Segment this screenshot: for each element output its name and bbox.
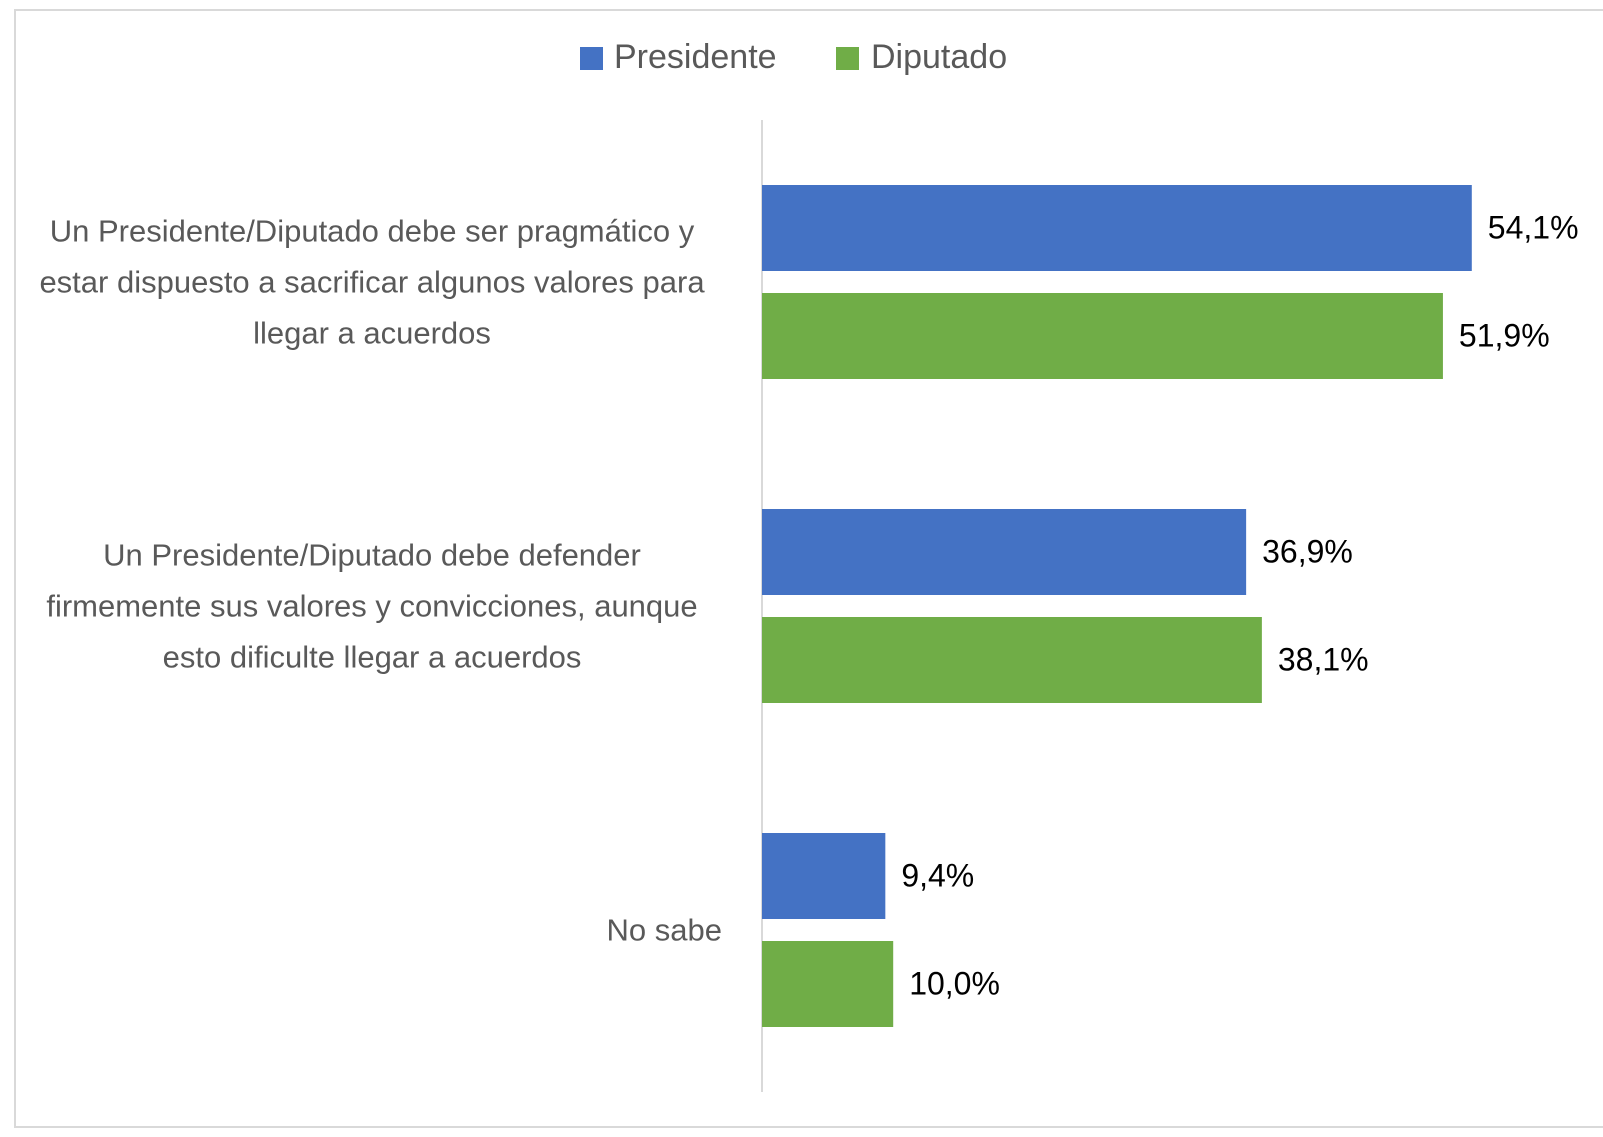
- category-label: Un Presidente/Diputado debe defender fir…: [46, 537, 698, 675]
- category-label-box: Un Presidente/Diputado debe defender fir…: [22, 530, 722, 683]
- value-label: 38,1%: [1278, 641, 1369, 677]
- bar: [762, 833, 886, 919]
- category-label-box: Un Presidente/Diputado debe ser pragmáti…: [22, 206, 722, 359]
- value-label: 10,0%: [909, 965, 1000, 1001]
- legend-swatch: [836, 47, 859, 70]
- bar: [762, 617, 1262, 703]
- legend-label: Diputado: [871, 38, 1007, 76]
- bar: [762, 941, 894, 1027]
- value-label: 36,9%: [1262, 533, 1353, 569]
- category-label-box: No sabe: [22, 905, 722, 956]
- category-label: Un Presidente/Diputado debe ser pragmáti…: [39, 213, 705, 351]
- value-label: 54,1%: [1488, 209, 1579, 245]
- value-label: 51,9%: [1459, 317, 1550, 353]
- bar: [762, 509, 1247, 595]
- category-label: No sabe: [606, 912, 722, 948]
- value-label: 9,4%: [901, 857, 974, 893]
- chart-border: [14, 9, 1603, 1128]
- legend-label: Presidente: [614, 38, 777, 76]
- legend-swatch: [580, 47, 603, 70]
- bar: [762, 185, 1472, 271]
- bar: [762, 293, 1443, 379]
